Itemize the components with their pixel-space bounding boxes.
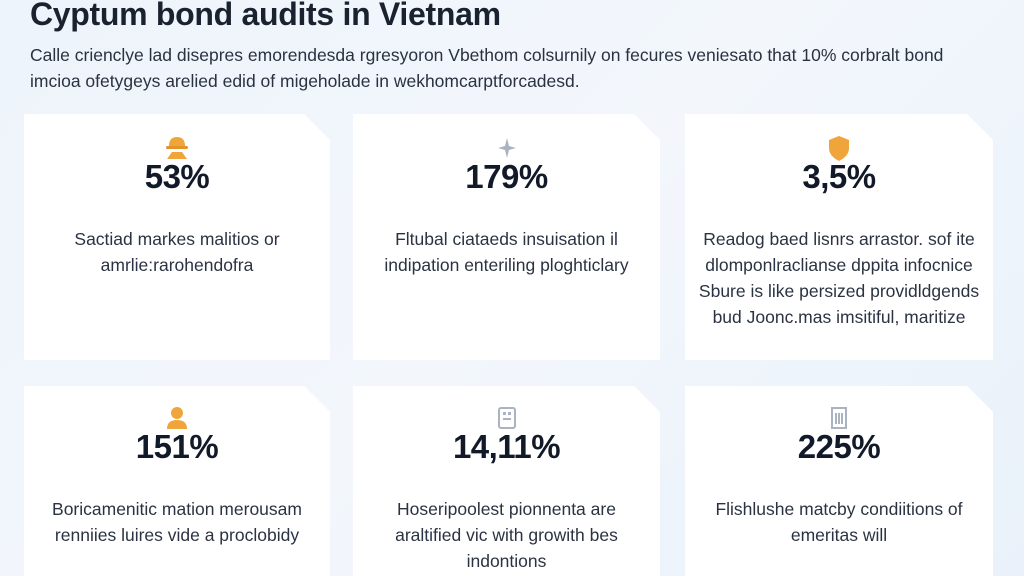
page-subtitle: Calle crienclye lad disepres emorendesda…: [30, 45, 944, 91]
stat-value: 3,5%: [802, 158, 876, 195]
stat-card: 151% Boricamenitic mation merousam renni…: [24, 386, 330, 576]
stat-card: 179% Fltubal ciataeds insuisation il ind…: [353, 114, 660, 360]
stat-description: Sactiad markes malitios or amrlie:rarohe…: [74, 229, 280, 275]
stat-card: 3,5% Readog baed lisnrs arrastor. sof it…: [685, 114, 993, 360]
stat-value: 151%: [135, 428, 219, 465]
stat-value: 225%: [797, 428, 881, 465]
page-title: Cyptum bond audits in Vietnam: [30, 0, 501, 32]
stat-value: 14,11%: [452, 428, 561, 465]
stat-description: Readog baed lisnrs arrastor. sof ite dlo…: [698, 229, 980, 327]
stat-description: Fltubal ciataeds insuisation il indipati…: [384, 229, 629, 275]
person-icon: [160, 402, 194, 434]
stat-card: 53% Sactiad markes malitios or amrlie:ra…: [24, 114, 330, 360]
stat-description: Boricamenitic mation merousam renniies l…: [52, 499, 302, 545]
stat-value: 179%: [465, 158, 548, 195]
stat-value: 53%: [144, 158, 210, 195]
stat-card: 225% Flishlushe matcby condiitions of em…: [685, 386, 993, 576]
stat-card: 14,11% Hoseripoolest pionnenta are aralt…: [353, 386, 660, 576]
shield-icon: [822, 132, 856, 164]
stat-description: Flishlushe matcby condiitions of emerita…: [715, 499, 963, 545]
stat-description: Hoseripoolest pionnenta are araltified v…: [395, 499, 618, 571]
hardhat-worker-icon: [160, 132, 194, 164]
sparkle-icon: [490, 132, 524, 164]
building-icon: [490, 402, 524, 434]
document-icon: [822, 402, 856, 434]
